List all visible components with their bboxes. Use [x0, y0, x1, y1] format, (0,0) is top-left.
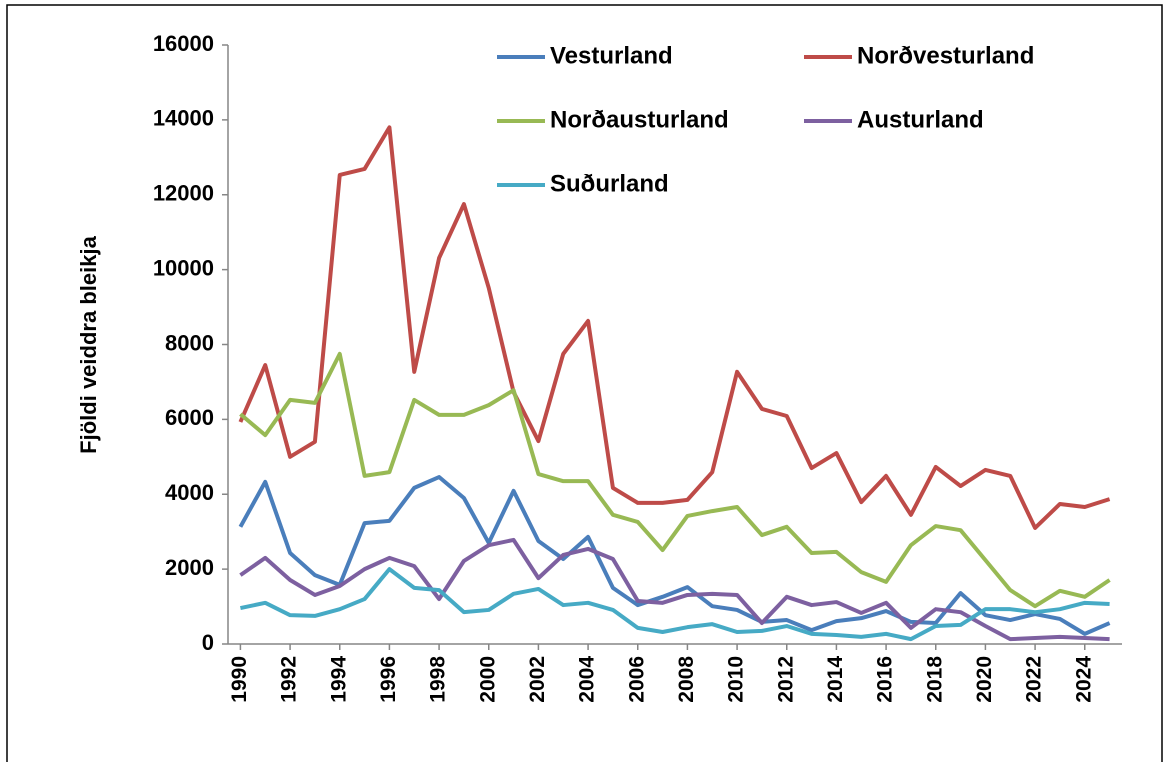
x-tick-label: 2022 [1023, 656, 1046, 703]
x-tick-label: 2012 [774, 656, 797, 703]
y-tick-label: 0 [202, 630, 214, 655]
x-tick-label: 1998 [427, 656, 450, 703]
x-tick-label: 2018 [923, 656, 946, 703]
y-axis-label: Fjöldi veiddra bleikja [76, 235, 101, 453]
x-tick-label: 1994 [327, 656, 350, 703]
legend-label: Vesturland [550, 42, 673, 69]
legend-label: Austurland [857, 106, 984, 133]
x-tick-label: 2004 [576, 656, 599, 703]
legend-label: Norðausturland [550, 106, 729, 133]
y-tick-label: 6000 [165, 405, 214, 430]
y-tick-label: 4000 [165, 480, 214, 505]
x-tick-label: 2008 [675, 656, 698, 703]
y-tick-label: 10000 [153, 255, 214, 280]
x-tick-label: 2024 [1072, 656, 1095, 703]
x-tick-label: 2020 [973, 656, 996, 703]
x-tick-label: 2016 [874, 656, 897, 703]
y-tick-label: 8000 [165, 330, 214, 355]
y-tick-label: 14000 [153, 106, 214, 131]
series-line [238, 475, 1111, 636]
x-tick-label: 1992 [278, 656, 301, 703]
x-tick-label: 2014 [824, 656, 847, 703]
x-tick-label: 1990 [228, 656, 251, 703]
x-tick-label: 2010 [725, 656, 748, 703]
y-tick-label: 12000 [153, 181, 214, 206]
frame [6, 4, 1163, 762]
legend-label: Suðurland [550, 170, 669, 197]
series-line [239, 537, 1110, 642]
x-tick-label: 2006 [625, 656, 648, 703]
y-tick-label: 16000 [153, 31, 214, 56]
legend-label: Norðvesturland [857, 42, 1034, 69]
x-tick-label: 2000 [476, 656, 499, 703]
series-line [240, 567, 1110, 642]
series-line [238, 125, 1111, 530]
y-tick-label: 2000 [165, 555, 214, 580]
series-line [239, 351, 1111, 609]
x-tick-label: 1996 [377, 656, 400, 703]
x-tick-label: 2002 [526, 656, 549, 703]
